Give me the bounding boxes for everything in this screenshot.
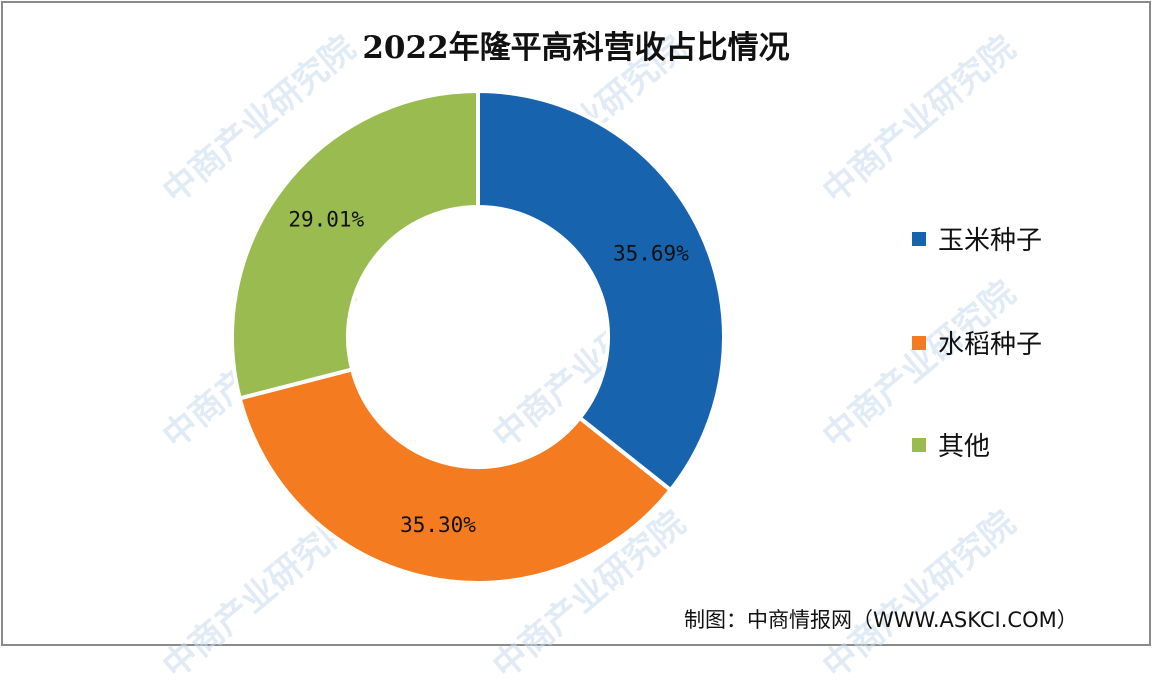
data-label: 29.01% [288, 207, 364, 231]
data-label: 35.69% [613, 242, 689, 266]
data-label: 35.30% [400, 513, 476, 537]
slice-corn-seed [476, 88, 726, 493]
donut-chart: 35.69% 35.30% 29.01% [230, 88, 726, 585]
legend-swatch-icon [912, 335, 926, 350]
legend-item-rice-seed: 水稻种子 [912, 324, 1042, 361]
legend-item-corn-seed: 玉米种子 [912, 220, 1042, 257]
slice-other [230, 88, 480, 401]
legend-item-other: 其他 [912, 426, 990, 463]
chart-title: 2022年隆平高科营收占比情况 [362, 30, 790, 66]
legend-swatch-icon [912, 437, 926, 452]
slice-rice-seed [237, 366, 674, 585]
legend-label: 玉米种子 [938, 226, 1043, 256]
source-note: 制图：中商情报网（WWW.ASKCI.COM） [684, 608, 1078, 632]
legend-label: 其他 [938, 432, 991, 462]
legend-swatch-icon [912, 231, 926, 246]
legend-label: 水稻种子 [938, 330, 1043, 360]
